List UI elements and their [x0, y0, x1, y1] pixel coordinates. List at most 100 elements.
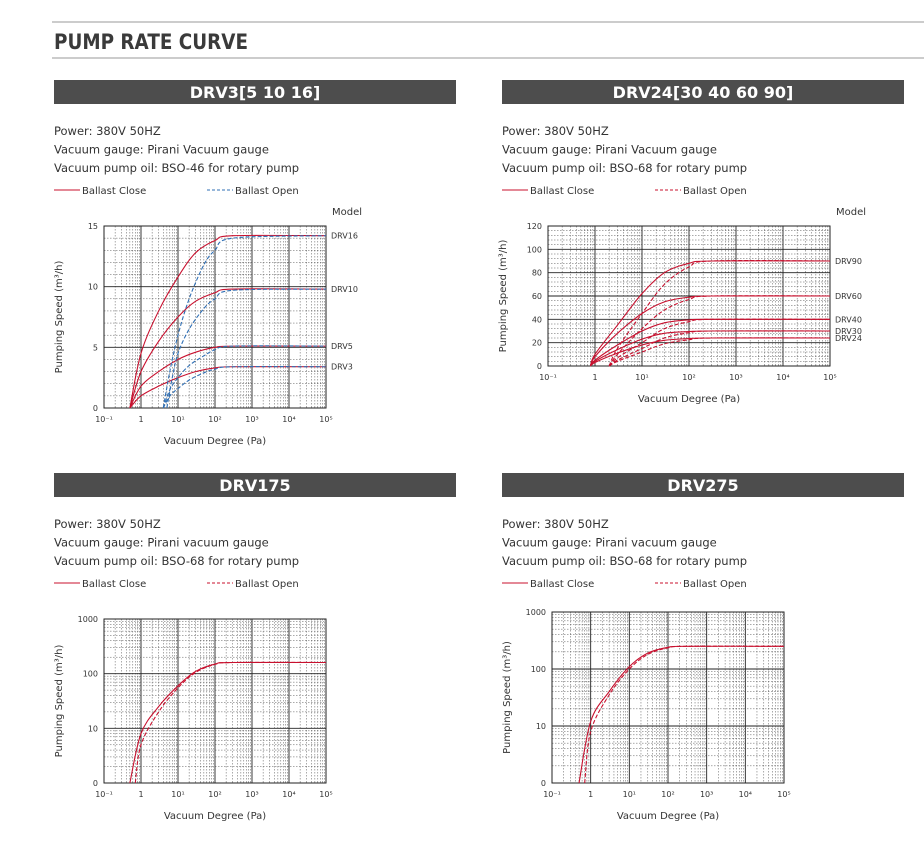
- curve-label: DRV40: [835, 315, 862, 324]
- x-axis-label: Vacuum Degree (Pa): [164, 811, 266, 822]
- chart-title-bar: [502, 473, 904, 497]
- pump-curve: [129, 288, 327, 409]
- legend-label: Ballast Open: [235, 579, 299, 590]
- legend-label: Ballast Open: [683, 186, 747, 197]
- spec-note: Vacuum gauge: Pirani Vacuum gauge: [502, 143, 717, 157]
- x-tick-label: 10⁻¹: [95, 790, 113, 799]
- model-label: Model: [836, 207, 866, 218]
- chart: DRV275 Power: 380V 50HZ Vacuum gauge: Pira…: [502, 473, 904, 822]
- spec-note: Vacuum pump oil: BSO-68 for rotary pump: [502, 161, 747, 175]
- y-tick-label: 10: [88, 724, 98, 733]
- x-tick-label: 10⁵: [319, 415, 332, 424]
- x-tick-label: 10⁴: [776, 373, 789, 382]
- x-tick-label: 10⁵: [777, 790, 790, 799]
- y-tick-label: 100: [531, 665, 546, 674]
- spec-note: Power: 380V 50HZ: [54, 124, 161, 138]
- pump-curve: [162, 366, 327, 409]
- spec-note: Vacuum gauge: Pirani vacuum gauge: [54, 536, 269, 550]
- y-tick-label: 5: [93, 343, 98, 352]
- y-axis-label: Pumping Speed (m³/h): [54, 645, 65, 758]
- chart: DRV3[5 10 16] Power: 380V 50HZ Vacuum gaug…: [54, 80, 456, 447]
- x-tick-label: 10⁴: [282, 790, 295, 799]
- pump-curve: [584, 645, 785, 784]
- chart-title: DRV175: [219, 476, 290, 495]
- x-axis-label: Vacuum Degree (Pa): [164, 436, 266, 447]
- y-tick-label: 0: [93, 404, 98, 413]
- curve-label: DRV10: [331, 285, 358, 294]
- pump-curve: [166, 288, 327, 409]
- spec-note: Vacuum gauge: Pirani Vacuum gauge: [54, 143, 269, 157]
- legend-label: Ballast Close: [82, 579, 146, 590]
- x-tick-label: 10¹: [623, 790, 636, 799]
- y-tick-label: 100: [83, 670, 98, 679]
- chart-title-bar: [502, 80, 904, 104]
- y-tick-label: 15: [88, 222, 98, 231]
- legend-label: Ballast Open: [683, 579, 747, 590]
- x-tick-label: 10¹: [635, 373, 648, 382]
- curve-label: DRV24: [835, 334, 862, 343]
- x-tick-label: 10⁻¹: [543, 790, 561, 799]
- x-tick-label: 10¹: [171, 790, 184, 799]
- y-tick-label: 0: [541, 779, 546, 788]
- y-tick-label: 100: [527, 245, 542, 254]
- x-tick-label: 10⁴: [282, 415, 295, 424]
- pump-curve: [608, 330, 831, 367]
- y-axis-label: Pumping Speed (m³/h): [54, 261, 65, 374]
- y-tick-label: 60: [532, 292, 542, 301]
- chart-title: DRV275: [667, 476, 738, 495]
- x-tick-label: 10¹: [171, 415, 184, 424]
- x-tick-label: 10⁻¹: [95, 415, 113, 424]
- x-tick-label: 10³: [245, 790, 258, 799]
- legend-label: Ballast Close: [530, 186, 594, 197]
- curve-label: DRV90: [835, 257, 862, 266]
- curve-label: DRV5: [331, 342, 353, 351]
- pump-curve: [608, 295, 831, 367]
- chart-title-bar: [54, 80, 456, 104]
- chart-title: DRV3[5 10 16]: [190, 83, 321, 102]
- x-tick-label: 10⁵: [823, 373, 836, 382]
- spec-note: Vacuum pump oil: BSO-68 for rotary pump: [54, 554, 299, 568]
- page-title: PUMP RATE CURVE: [54, 30, 248, 54]
- spec-note: Vacuum gauge: Pirani vacuum gauge: [502, 536, 717, 550]
- legend-label: Ballast Open: [235, 186, 299, 197]
- y-tick-label: 1000: [526, 608, 546, 617]
- y-tick-label: 20: [532, 339, 542, 348]
- x-tick-label: 1: [588, 790, 593, 799]
- y-tick-label: 1000: [78, 615, 98, 624]
- x-axis-label: Vacuum Degree (Pa): [638, 394, 740, 405]
- chart: DRV175 Power: 380V 50HZ Vacuum gauge: Pira…: [54, 473, 456, 822]
- curve-label: DRV3: [331, 363, 353, 372]
- x-tick-label: 10⁻¹: [539, 373, 557, 382]
- x-tick-label: 10²: [208, 790, 221, 799]
- x-axis-label: Vacuum Degree (Pa): [617, 811, 719, 822]
- spec-note: Power: 380V 50HZ: [502, 517, 609, 531]
- x-tick-label: 10³: [729, 373, 742, 382]
- legend-label: Ballast Close: [82, 186, 146, 197]
- pump-curve: [162, 345, 327, 409]
- y-axis-label: Pumping Speed (m³/h): [498, 240, 509, 353]
- model-label: Model: [332, 207, 362, 218]
- curve-label: DRV30: [835, 327, 862, 336]
- pump-curve: [134, 661, 327, 784]
- pump-curve: [608, 337, 831, 367]
- y-tick-label: 10: [88, 283, 98, 292]
- x-tick-label: 10³: [700, 790, 713, 799]
- chart: DRV24[30 40 60 90] Power: 380V 50HZ Vacuum…: [498, 80, 904, 405]
- y-axis-label: Pumping Speed (m³/h): [502, 641, 513, 754]
- y-tick-label: 80: [532, 269, 542, 278]
- curve-label: DRV60: [835, 292, 862, 301]
- y-tick-label: 40: [532, 315, 542, 324]
- x-tick-label: 10²: [661, 790, 674, 799]
- x-tick-label: 1: [592, 373, 597, 382]
- curve-label: DRV16: [331, 232, 358, 241]
- spec-note: Vacuum pump oil: BSO-68 for rotary pump: [502, 554, 747, 568]
- x-tick-label: 10⁴: [739, 790, 752, 799]
- y-tick-label: 0: [93, 779, 98, 788]
- pump-curve: [590, 337, 831, 367]
- chart-title: DRV24[30 40 60 90]: [613, 83, 794, 102]
- pump-curve: [129, 234, 327, 409]
- spec-note: Power: 380V 50HZ: [502, 124, 609, 138]
- y-tick-label: 0: [537, 362, 542, 371]
